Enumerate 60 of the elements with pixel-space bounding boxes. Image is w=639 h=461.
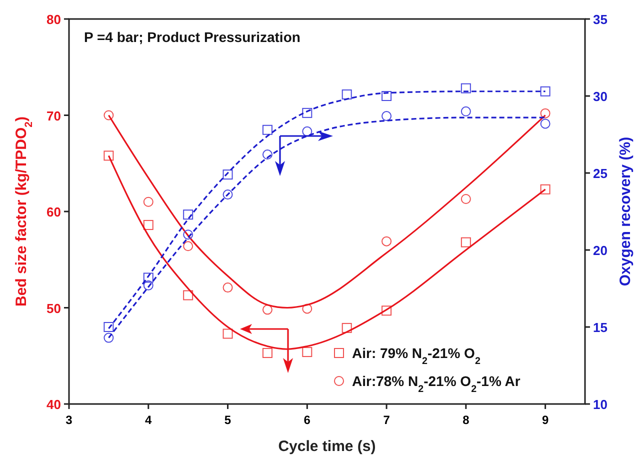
point xyxy=(460,106,471,116)
point xyxy=(342,322,352,333)
point xyxy=(460,194,471,204)
point xyxy=(540,108,550,118)
point xyxy=(143,280,154,290)
y-tick-label: 50 xyxy=(46,300,61,316)
y-tick-label: 40 xyxy=(46,397,61,412)
y-tick-label: 70 xyxy=(46,108,61,124)
point xyxy=(342,89,352,100)
point xyxy=(540,118,550,129)
point xyxy=(222,190,233,200)
x-tick-label: 3 xyxy=(66,413,73,427)
x-tick-label: 7 xyxy=(383,413,390,427)
x-tick-label: 9 xyxy=(542,413,549,427)
point xyxy=(104,110,114,120)
y-tick-label: 80 xyxy=(46,12,61,27)
point xyxy=(540,184,550,194)
y2-tick-label: 15 xyxy=(593,320,608,335)
point xyxy=(460,83,471,94)
point xyxy=(183,241,194,252)
point xyxy=(302,347,312,358)
legend-label: Air:78% N$_{2}$-21% O$_{2}$-1% Ar xyxy=(352,373,521,394)
point xyxy=(302,304,312,314)
point xyxy=(104,150,114,161)
y2-tick-label: 30 xyxy=(593,89,608,104)
point xyxy=(262,150,272,160)
point xyxy=(382,111,392,122)
y2-axis-title: Oxygen recovery (%) xyxy=(617,136,634,286)
x-tick-label: 6 xyxy=(304,413,311,427)
point xyxy=(382,236,392,246)
point xyxy=(222,282,233,293)
point xyxy=(382,91,392,101)
point xyxy=(262,124,272,135)
point xyxy=(460,237,471,248)
point xyxy=(262,348,272,358)
point xyxy=(104,332,114,343)
point xyxy=(143,220,154,230)
y2-tick-label: 35 xyxy=(593,12,608,27)
x-tick-label: 4 xyxy=(145,413,152,427)
y-tick-label: 60 xyxy=(46,204,61,220)
point xyxy=(104,322,114,332)
point xyxy=(222,170,233,180)
y2-tick-label: 20 xyxy=(593,243,608,258)
point xyxy=(262,304,272,315)
y2-tick-label: 25 xyxy=(593,166,608,181)
text: P =4 bar; Product Pressurization xyxy=(84,29,300,45)
point xyxy=(222,328,233,339)
x-tick-label: 8 xyxy=(462,413,470,427)
point xyxy=(143,272,154,283)
y2-tick-label: 10 xyxy=(593,397,608,412)
point xyxy=(183,230,194,240)
legend-label: Air: 79% N$_{2}$-21% O$_{2}$ xyxy=(352,345,481,366)
point xyxy=(382,306,392,316)
point xyxy=(183,210,194,220)
point xyxy=(183,290,194,300)
x-tick-label: 5 xyxy=(224,413,232,427)
point xyxy=(143,196,154,207)
x-axis-title: Cycle time (s) xyxy=(278,438,376,455)
point xyxy=(302,108,312,118)
point xyxy=(540,86,550,96)
